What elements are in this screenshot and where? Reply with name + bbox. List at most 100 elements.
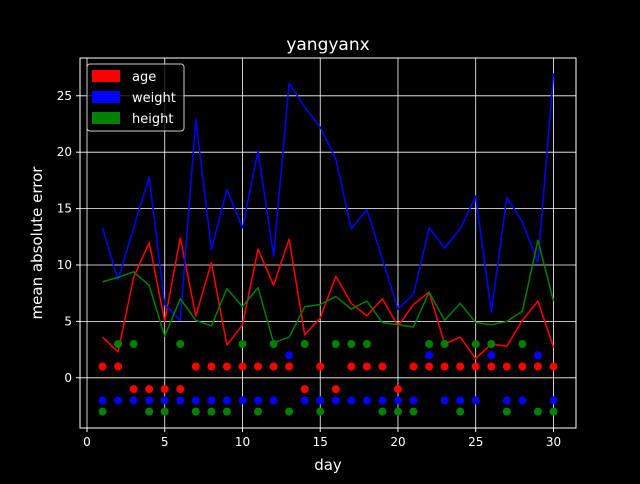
plot-frame bbox=[79, 57, 577, 429]
marker-age bbox=[176, 385, 185, 394]
marker-weight bbox=[160, 396, 169, 405]
marker-age bbox=[533, 362, 542, 371]
x-tick-label: 15 bbox=[313, 435, 328, 449]
marker-weight bbox=[238, 396, 247, 405]
marker-height bbox=[300, 340, 309, 348]
marker-height bbox=[471, 340, 480, 348]
marker-age bbox=[238, 362, 247, 371]
marker-age bbox=[98, 362, 107, 371]
marker-weight bbox=[394, 396, 402, 405]
marker-age bbox=[456, 362, 465, 371]
marker-height bbox=[518, 340, 527, 348]
series-markers bbox=[98, 340, 558, 416]
marker-height bbox=[191, 407, 200, 416]
marker-weight bbox=[222, 396, 231, 405]
legend-swatch-age bbox=[92, 70, 120, 82]
marker-age bbox=[331, 385, 340, 394]
marker-weight bbox=[362, 396, 371, 405]
marker-age bbox=[487, 362, 496, 371]
marker-height bbox=[98, 407, 107, 416]
series-line-height bbox=[102, 239, 555, 344]
series-line-weight bbox=[101, 73, 555, 322]
marker-height bbox=[425, 340, 434, 348]
marker-weight bbox=[440, 396, 449, 405]
marker-weight bbox=[145, 396, 154, 405]
marker-weight bbox=[254, 396, 262, 405]
y-axis-label: mean absolute error bbox=[28, 166, 46, 320]
marker-weight bbox=[300, 396, 309, 405]
marker-height bbox=[409, 407, 418, 416]
marker-age bbox=[114, 362, 123, 371]
series-lines bbox=[101, 73, 555, 360]
marker-age bbox=[269, 362, 278, 371]
marker-height bbox=[145, 407, 154, 416]
series-line-age bbox=[101, 237, 555, 360]
marker-age bbox=[145, 385, 154, 394]
y-axis-ticks: 0 5 10 15 20 25 bbox=[57, 89, 80, 385]
x-tick-label: 10 bbox=[235, 435, 250, 449]
marker-weight bbox=[549, 396, 558, 405]
marker-height bbox=[362, 340, 371, 348]
marker-age bbox=[502, 362, 511, 371]
marker-weight bbox=[98, 396, 107, 405]
x-tick-label: 0 bbox=[83, 435, 91, 449]
marker-weight bbox=[191, 396, 200, 405]
marker-height bbox=[394, 407, 402, 416]
marker-height bbox=[114, 340, 123, 348]
y-tick-label: 5 bbox=[64, 314, 72, 328]
marker-weight bbox=[269, 396, 278, 405]
marker-age bbox=[394, 385, 402, 394]
marker-weight bbox=[487, 351, 496, 360]
marker-weight bbox=[425, 351, 434, 360]
marker-age bbox=[285, 362, 294, 371]
marker-height bbox=[176, 340, 185, 348]
marker-height bbox=[549, 407, 558, 416]
marker-height bbox=[160, 407, 169, 416]
x-tick-label: 20 bbox=[390, 435, 405, 449]
marker-age bbox=[300, 385, 309, 394]
x-tick-label: 5 bbox=[161, 435, 169, 449]
chart-title: yangyanx bbox=[286, 35, 369, 55]
x-axis-ticks: 0 5 10 15 20 25 30 bbox=[83, 428, 561, 449]
marker-height bbox=[502, 407, 511, 416]
marker-height bbox=[254, 407, 262, 416]
marker-age bbox=[518, 362, 527, 371]
marker-height bbox=[269, 340, 278, 348]
marker-weight bbox=[471, 396, 480, 405]
marker-age bbox=[191, 362, 200, 371]
marker-weight bbox=[176, 396, 185, 405]
marker-weight bbox=[347, 396, 356, 405]
y-tick-label: 10 bbox=[57, 258, 72, 272]
marker-height bbox=[222, 407, 231, 416]
marker-height bbox=[331, 340, 340, 348]
marker-age bbox=[222, 362, 231, 371]
marker-weight bbox=[378, 396, 387, 405]
marker-weight bbox=[533, 351, 542, 360]
marker-height bbox=[487, 340, 496, 348]
marker-age bbox=[549, 362, 558, 371]
legend-label-age: age bbox=[132, 70, 156, 85]
marker-height bbox=[378, 407, 387, 416]
marker-height bbox=[456, 407, 465, 416]
marker-height bbox=[129, 340, 138, 348]
marker-age bbox=[362, 362, 371, 371]
marker-weight bbox=[456, 396, 465, 405]
marker-age bbox=[347, 362, 356, 371]
grid-lines bbox=[80, 58, 576, 428]
legend-swatch-height bbox=[92, 112, 120, 124]
marker-weight bbox=[518, 396, 527, 405]
marker-height bbox=[316, 407, 325, 416]
marker-age bbox=[207, 362, 216, 371]
legend: age weight height bbox=[86, 63, 185, 132]
legend-label-weight: weight bbox=[132, 91, 176, 106]
marker-age bbox=[160, 385, 169, 394]
y-tick-label: 25 bbox=[57, 89, 72, 103]
marker-height bbox=[533, 407, 542, 416]
marker-weight bbox=[129, 396, 138, 405]
legend-swatch-weight bbox=[92, 91, 120, 103]
y-tick-label: 20 bbox=[57, 145, 72, 159]
marker-height bbox=[285, 407, 294, 416]
x-tick-label: 25 bbox=[468, 435, 483, 449]
